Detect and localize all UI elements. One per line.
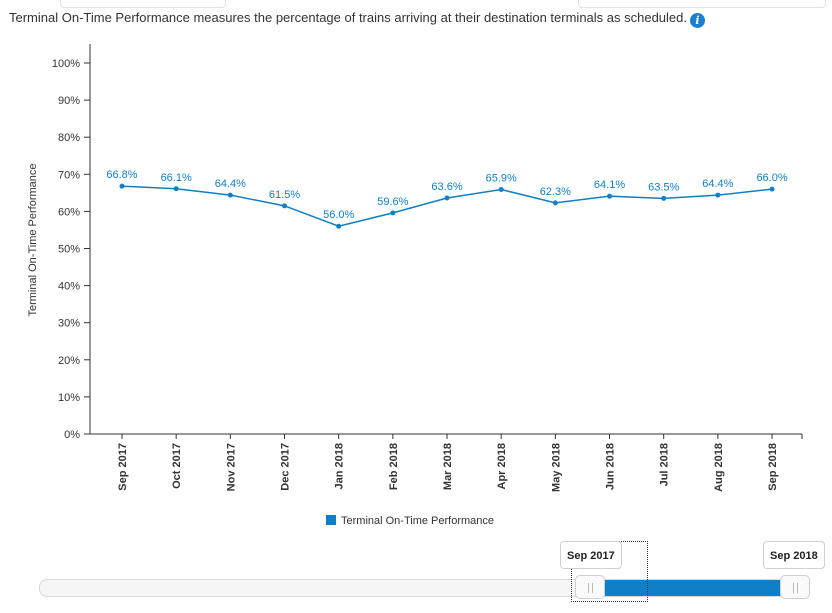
data-label: 66.8%	[106, 169, 137, 181]
x-tick-label: Oct 2017	[171, 443, 183, 489]
data-label: 64.4%	[702, 178, 733, 190]
x-tick-label: May 2018	[550, 443, 562, 492]
line-chart: 0% 10% 20% 30% 40% 50% 60% 70% 80% 90% 100% Termina…	[27, 44, 803, 492]
slider-start-label: Sep 2017	[560, 541, 622, 569]
x-tick-label: Jun 2018	[605, 443, 617, 490]
data-point	[390, 210, 396, 216]
data-point	[173, 186, 179, 192]
slider-end-handle[interactable]	[780, 575, 810, 599]
info-icon[interactable]: i	[690, 13, 705, 28]
slider-start-handle[interactable]	[575, 575, 605, 599]
data-point	[498, 187, 504, 193]
x-tick-label: Mar 2018	[442, 443, 454, 490]
y-tick-label: 20%	[58, 355, 80, 367]
data-point	[661, 195, 667, 201]
data-point	[336, 223, 342, 229]
data-point	[769, 186, 775, 192]
data-label: 64.4%	[215, 178, 246, 190]
y-tick-label: 80%	[58, 132, 80, 144]
data-point	[227, 192, 233, 198]
x-tick-label: Jan 2018	[334, 443, 346, 489]
legend-label: Terminal On-Time Performance	[341, 515, 495, 527]
y-tick-label: 90%	[58, 95, 80, 107]
data-label: 56.0%	[323, 209, 354, 221]
data-point	[282, 203, 288, 209]
y-tick-label: 100%	[52, 58, 80, 70]
date-range-selected[interactable]	[605, 580, 781, 596]
x-tick-label: Apr 2018	[496, 443, 508, 489]
y-tick-label: 40%	[58, 281, 80, 293]
chart-description: Terminal On-Time Performance measures th…	[9, 10, 705, 28]
data-label: 63.6%	[431, 181, 462, 193]
x-tick-label: Jul 2018	[659, 443, 671, 486]
data-point	[444, 195, 450, 201]
slider-end-label: Sep 2018	[763, 541, 825, 569]
data-label: 66.0%	[756, 172, 787, 184]
y-tick-label: 0%	[64, 429, 80, 441]
data-point	[552, 200, 558, 206]
y-tick-label: 10%	[58, 392, 80, 404]
y-tick-label: 50%	[58, 244, 80, 256]
y-tick-label: 60%	[58, 206, 80, 218]
x-tick-label: Aug 2018	[713, 443, 725, 492]
y-axis-label: Terminal On-Time Performance	[27, 163, 39, 316]
x-tick-label: Nov 2017	[225, 443, 237, 491]
data-label: 64.1%	[594, 179, 625, 191]
x-tick-label: Dec 2017	[280, 443, 292, 491]
data-label: 66.1%	[161, 172, 192, 184]
legend[interactable]: Terminal On-Time Performance	[326, 515, 494, 527]
data-point	[119, 183, 125, 189]
data-label: 65.9%	[486, 173, 517, 185]
data-point	[715, 192, 721, 198]
y-tick-label: 30%	[58, 318, 80, 330]
x-tick-label: Sep 2018	[767, 443, 779, 491]
data-label: 61.5%	[269, 189, 300, 201]
data-label: 59.6%	[377, 196, 408, 208]
y-tick-label: 70%	[58, 169, 80, 181]
x-tick-label: Sep 2017	[117, 443, 129, 491]
x-tick-label: Feb 2018	[388, 443, 400, 490]
top-tab-left	[60, 0, 226, 8]
data-label: 62.3%	[540, 186, 571, 198]
data-point	[607, 193, 613, 199]
top-tab-right	[578, 0, 826, 8]
description-text: Terminal On-Time Performance measures th…	[9, 10, 687, 25]
data-label: 63.5%	[648, 181, 679, 193]
legend-swatch	[326, 515, 336, 525]
